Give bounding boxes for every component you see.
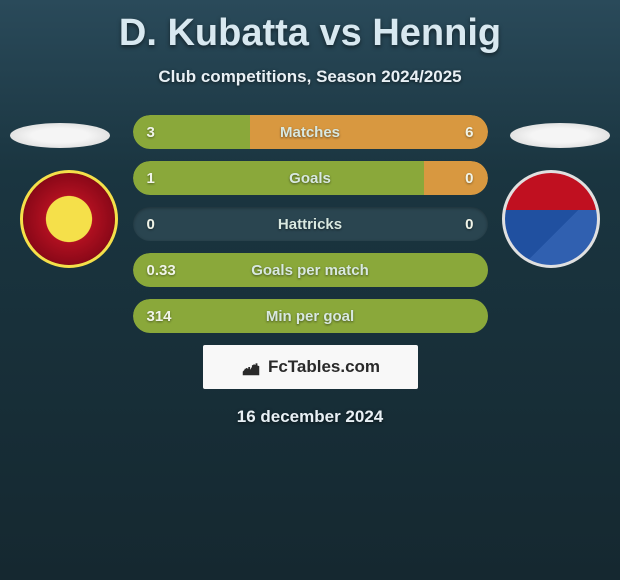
stat-row: 1 Goals 0 — [133, 161, 488, 195]
stat-row: 0 Hattricks 0 — [133, 207, 488, 241]
stat-value-right: 0 — [465, 170, 473, 187]
stat-fill-right — [424, 161, 488, 195]
chart-icon — [240, 356, 262, 378]
stat-label: Goals — [289, 170, 331, 187]
stat-value-right: 6 — [465, 124, 473, 141]
stat-fill-left — [133, 161, 424, 195]
brand-box: FcTables.com — [203, 345, 418, 389]
stat-label: Goals per match — [251, 262, 369, 279]
stat-value-left: 0.33 — [147, 262, 176, 279]
stat-row: 0.33 Goals per match — [133, 253, 488, 287]
club-badge-left — [20, 170, 118, 268]
subtitle: Club competitions, Season 2024/2025 — [0, 67, 620, 87]
date-text: 16 december 2024 — [0, 407, 620, 427]
stat-label: Min per goal — [266, 308, 354, 325]
stat-row: 3 Matches 6 — [133, 115, 488, 149]
stat-value-left: 314 — [147, 308, 172, 325]
stat-value-left: 1 — [147, 170, 155, 187]
content-area: 3 Matches 6 1 Goals 0 0 Hattricks 0 0.33 Goals per… — [0, 115, 620, 427]
vs-text: vs — [319, 12, 361, 54]
player1-photo-placeholder — [10, 123, 110, 148]
brand-text: FcTables.com — [268, 357, 380, 377]
stat-value-left: 3 — [147, 124, 155, 141]
club-badge-right — [502, 170, 600, 268]
stat-label: Hattricks — [278, 216, 342, 233]
player2-name: Hennig — [372, 12, 501, 54]
stats-container: 3 Matches 6 1 Goals 0 0 Hattricks 0 0.33 Goals per… — [133, 115, 488, 333]
comparison-title: D. Kubatta vs Hennig — [0, 0, 620, 55]
stat-value-left: 0 — [147, 216, 155, 233]
stat-label: Matches — [280, 124, 340, 141]
stat-row: 314 Min per goal — [133, 299, 488, 333]
stat-value-right: 0 — [465, 216, 473, 233]
player1-name: D. Kubatta — [119, 12, 309, 54]
player2-photo-placeholder — [510, 123, 610, 148]
